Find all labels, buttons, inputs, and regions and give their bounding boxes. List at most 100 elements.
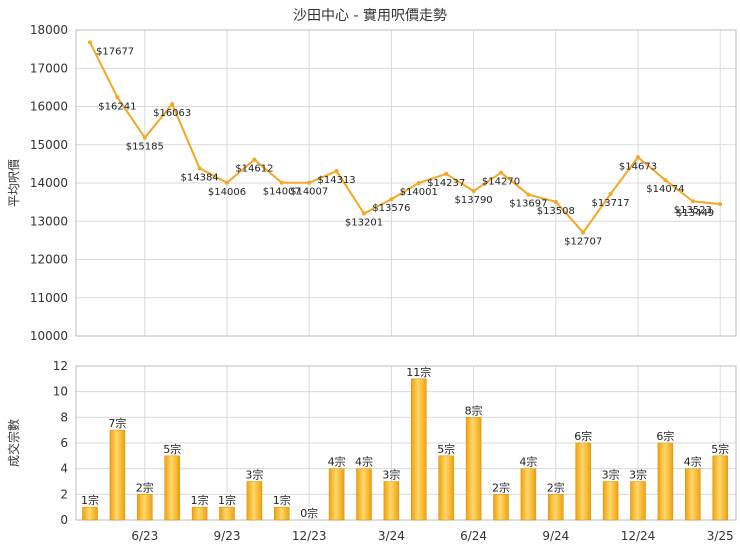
price-point-label: $14006 <box>208 187 246 198</box>
volume-bar-label: 11宗 <box>406 365 431 379</box>
volume-bar-label: 7宗 <box>108 416 126 430</box>
x-tick-label: 3/25 <box>707 529 734 543</box>
volume-bar-label: 5宗 <box>437 442 455 456</box>
price-point <box>690 199 695 204</box>
price-point-label: $13697 <box>509 199 547 210</box>
price-point-label: $14237 <box>427 178 465 189</box>
volume-bar-label: 6宗 <box>574 429 592 443</box>
volume-bar <box>657 442 674 521</box>
volume-bar <box>520 468 537 521</box>
price-plot-frame <box>75 29 737 337</box>
volume-bar <box>164 455 180 521</box>
volume-bar-label: 3宗 <box>629 468 647 482</box>
volume-bar <box>383 481 400 521</box>
price-grid: 10000 11000 12000 13000 14000 15000 16000 17000… <box>30 23 736 343</box>
x-tick-labels: 6/23 9/23 12/23 3/24 6/24 9/24 12/24 3/25 <box>131 529 733 543</box>
volume-tick-label: 6 <box>60 436 68 450</box>
price-tick-label: 14000 <box>30 176 68 190</box>
volume-bar-label: 4宗 <box>328 455 346 469</box>
price-tick-label: 11000 <box>30 291 68 305</box>
price-point-label: $14313 <box>318 175 356 186</box>
volume-bar <box>602 481 619 521</box>
price-point <box>663 178 668 183</box>
volume-tick-label: 0 <box>60 513 68 527</box>
price-point <box>115 95 120 100</box>
x-tick-label: 12/24 <box>621 529 656 543</box>
price-point-label: $13201 <box>345 218 383 229</box>
volume-bar <box>493 494 509 521</box>
price-point-label: $13576 <box>372 203 410 214</box>
price-point-label: $14007 <box>290 187 328 198</box>
price-point-label: $13449 <box>676 208 714 219</box>
price-point <box>526 192 531 197</box>
price-line <box>89 41 721 234</box>
volume-bar <box>712 455 728 521</box>
price-point-label: $16063 <box>153 108 191 119</box>
price-point-label: $14007 <box>263 187 301 198</box>
volume-bar <box>356 468 372 521</box>
price-point-label: $14673 <box>619 161 657 172</box>
volume-bar-label: 8宗 <box>465 403 483 417</box>
volume-bar <box>219 506 235 521</box>
volume-axis-label: 成交宗數 <box>6 419 21 467</box>
price-point-label: $13508 <box>537 206 575 217</box>
price-tick-label: 13000 <box>30 214 68 228</box>
price-line-layer: $17677 $16241 $15185 $16063 $14384 $14006 $146… <box>88 40 723 247</box>
volume-tick-label: 2 <box>60 487 68 501</box>
price-point <box>142 135 147 140</box>
volume-plot-frame <box>75 365 737 521</box>
price-point-label: $17677 <box>96 46 134 57</box>
price-tick-label: 10000 <box>30 329 68 343</box>
volume-bar <box>630 481 646 521</box>
volume-bar <box>575 442 591 521</box>
price-point <box>252 157 257 162</box>
x-tick-label: 6/24 <box>460 529 487 543</box>
volume-bar <box>82 506 98 521</box>
price-point <box>581 230 586 235</box>
volume-bar-label: 3宗 <box>245 468 263 482</box>
volume-tick-label: 4 <box>60 462 68 476</box>
volume-bar <box>109 429 126 521</box>
volume-bar <box>137 494 153 521</box>
price-point <box>88 40 92 45</box>
volume-bar-label: 1宗 <box>191 493 209 507</box>
price-point <box>389 197 394 202</box>
price-point <box>471 189 476 194</box>
price-point-label: $13717 <box>592 198 630 209</box>
price-point-label: $14001 <box>400 187 438 198</box>
price-point-label: $16241 <box>98 101 136 112</box>
price-point <box>416 180 421 185</box>
price-point <box>170 102 175 107</box>
volume-bar-label: 4宗 <box>684 455 702 469</box>
price-point <box>608 191 613 196</box>
volume-bar-label: 3宗 <box>602 468 620 482</box>
price-tick-label: 18000 <box>30 23 68 37</box>
volume-bar-label: 2宗 <box>136 480 154 494</box>
volume-bar-label: 2宗 <box>492 480 510 494</box>
price-point <box>362 211 366 216</box>
volume-bar <box>465 417 482 521</box>
price-point <box>197 166 202 171</box>
price-tick-label: 16000 <box>30 100 68 114</box>
volume-bar-label: 1宗 <box>218 493 236 507</box>
price-point-label: $13523 <box>674 205 712 216</box>
volume-bar-label: 1宗 <box>273 493 291 507</box>
price-point <box>499 170 503 175</box>
x-tick-label: 6/23 <box>131 529 158 543</box>
price-point <box>225 180 229 185</box>
volume-bar-label: 5宗 <box>711 442 729 456</box>
price-axis-label: 平均呎價 <box>7 159 21 207</box>
volume-bar <box>438 455 454 521</box>
x-tick-label: 9/24 <box>542 529 569 543</box>
price-point <box>636 155 640 160</box>
volume-bar-label: 6宗 <box>656 429 674 443</box>
volume-bar <box>411 378 427 521</box>
price-point-label: $15185 <box>126 142 164 153</box>
price-point-label: $14612 <box>235 164 273 175</box>
price-point <box>444 171 449 176</box>
x-tick-label: 9/23 <box>214 529 241 543</box>
volume-bar-label: 2宗 <box>547 480 565 494</box>
price-point <box>307 180 312 185</box>
volume-bar-label: 1宗 <box>81 493 99 507</box>
price-point-label: $13790 <box>455 195 493 206</box>
